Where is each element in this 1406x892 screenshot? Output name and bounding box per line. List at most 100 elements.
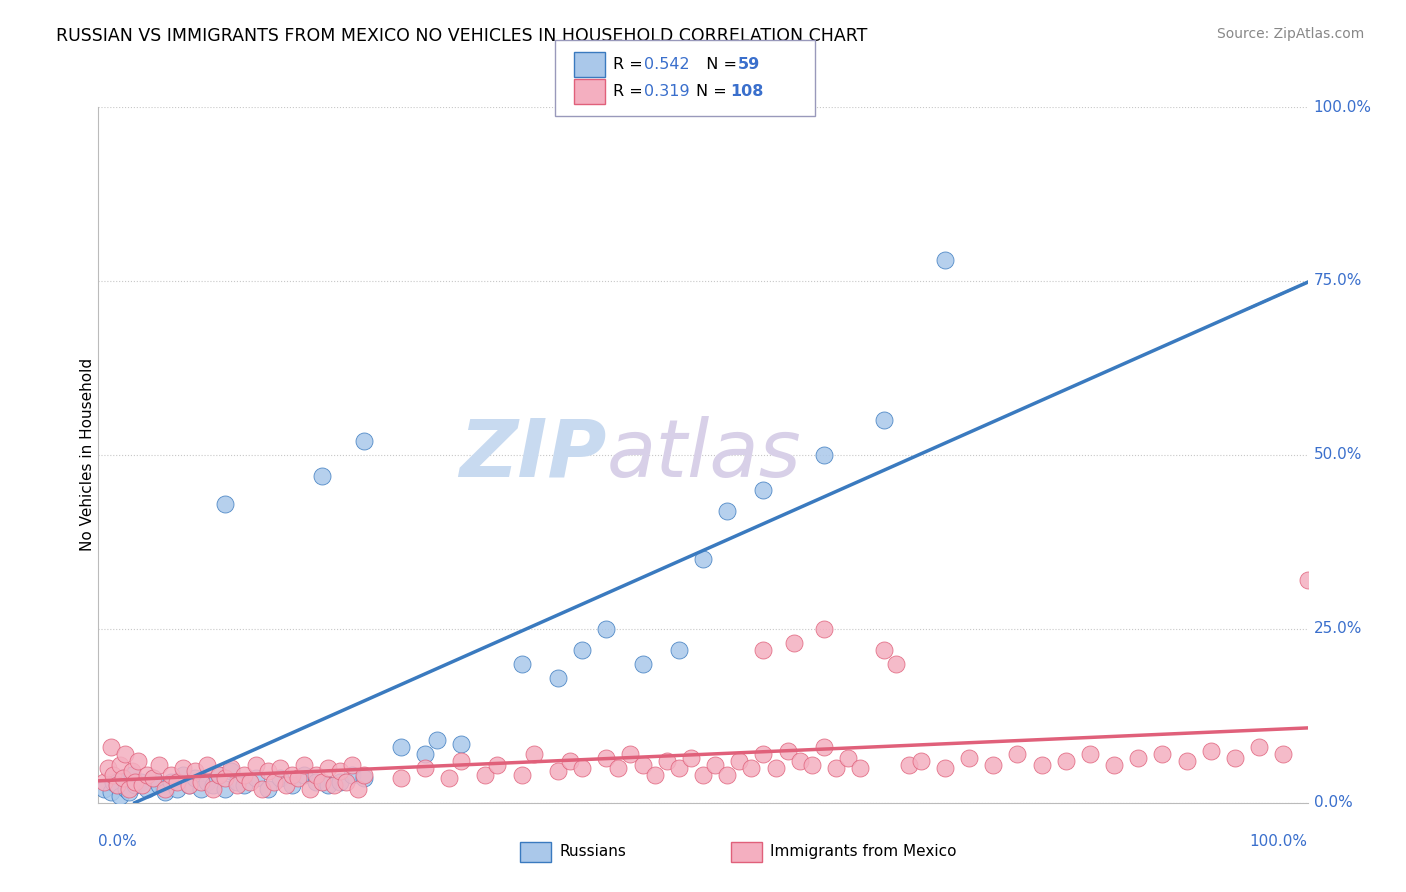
Point bbox=[782, 636, 804, 650]
Point bbox=[208, 768, 231, 782]
Point bbox=[232, 768, 254, 782]
Point bbox=[1007, 747, 1029, 761]
Point bbox=[101, 775, 124, 789]
Point bbox=[160, 775, 183, 789]
Point bbox=[934, 253, 956, 268]
Point bbox=[179, 778, 201, 792]
Point bbox=[190, 781, 212, 796]
Point bbox=[728, 754, 751, 768]
Point bbox=[607, 761, 630, 775]
Point bbox=[105, 778, 128, 792]
Point bbox=[692, 552, 714, 566]
Point bbox=[655, 754, 678, 768]
Point bbox=[752, 747, 775, 761]
Point bbox=[172, 761, 194, 775]
Point bbox=[571, 642, 593, 657]
Point bbox=[1078, 747, 1101, 761]
Point bbox=[131, 778, 153, 792]
Point bbox=[413, 747, 436, 761]
Point bbox=[547, 764, 569, 779]
Text: R =: R = bbox=[613, 57, 648, 71]
Point bbox=[202, 781, 225, 796]
Point bbox=[153, 781, 176, 796]
Point bbox=[121, 764, 143, 779]
Point bbox=[269, 761, 291, 775]
Point bbox=[1031, 757, 1053, 772]
Point bbox=[166, 781, 188, 796]
Text: R =: R = bbox=[613, 85, 648, 99]
Point bbox=[789, 754, 811, 768]
Point bbox=[299, 781, 322, 796]
Point bbox=[329, 764, 352, 779]
Point bbox=[571, 761, 593, 775]
Text: N =: N = bbox=[696, 57, 742, 71]
Point bbox=[195, 757, 218, 772]
Point bbox=[897, 757, 920, 772]
Point bbox=[292, 768, 315, 782]
Point bbox=[135, 781, 157, 796]
Text: ZIP: ZIP bbox=[458, 416, 606, 494]
Point bbox=[100, 785, 122, 799]
Point bbox=[704, 757, 727, 772]
Point bbox=[631, 657, 654, 671]
Point bbox=[129, 775, 152, 789]
Point bbox=[595, 622, 617, 636]
Point bbox=[142, 772, 165, 786]
Point bbox=[287, 772, 309, 786]
Point bbox=[135, 768, 157, 782]
Point bbox=[226, 778, 249, 792]
Point bbox=[353, 768, 375, 782]
Point bbox=[752, 483, 775, 497]
Point bbox=[281, 778, 304, 792]
Point bbox=[292, 757, 315, 772]
Point bbox=[214, 772, 236, 786]
Text: atlas: atlas bbox=[606, 416, 801, 494]
Point bbox=[1152, 747, 1174, 761]
Point bbox=[195, 775, 218, 789]
Point bbox=[1223, 750, 1246, 764]
Point bbox=[97, 761, 120, 775]
Point bbox=[214, 781, 236, 796]
Point bbox=[957, 750, 980, 764]
Point bbox=[93, 775, 115, 789]
Point bbox=[523, 747, 546, 761]
Text: 0.319: 0.319 bbox=[644, 85, 689, 99]
Point bbox=[1054, 754, 1077, 768]
Point bbox=[208, 768, 231, 782]
Point bbox=[226, 775, 249, 789]
Point bbox=[886, 657, 908, 671]
Point bbox=[1296, 573, 1319, 587]
Point bbox=[160, 768, 183, 782]
Point bbox=[510, 657, 533, 671]
Point bbox=[1199, 744, 1222, 758]
Point bbox=[716, 503, 738, 517]
Point bbox=[311, 468, 333, 483]
Point bbox=[153, 785, 176, 799]
Point bbox=[1102, 757, 1125, 772]
Point bbox=[329, 775, 352, 789]
Point bbox=[172, 768, 194, 782]
Point bbox=[413, 761, 436, 775]
Point bbox=[644, 768, 666, 782]
Text: 0.542: 0.542 bbox=[644, 57, 689, 71]
Point bbox=[256, 781, 278, 796]
Point bbox=[342, 768, 364, 782]
Point bbox=[108, 789, 131, 803]
Point bbox=[118, 781, 141, 796]
Point bbox=[101, 768, 124, 782]
Point bbox=[142, 772, 165, 786]
Point bbox=[619, 747, 641, 761]
Point bbox=[202, 778, 225, 792]
Point bbox=[221, 764, 243, 779]
Point bbox=[245, 757, 267, 772]
Point bbox=[437, 772, 460, 786]
Point bbox=[825, 761, 848, 775]
Point bbox=[347, 781, 370, 796]
Point bbox=[118, 785, 141, 799]
Point bbox=[910, 754, 932, 768]
Point bbox=[679, 750, 702, 764]
Point bbox=[281, 768, 304, 782]
Point bbox=[184, 764, 207, 779]
Point bbox=[232, 778, 254, 792]
Point bbox=[765, 761, 787, 775]
